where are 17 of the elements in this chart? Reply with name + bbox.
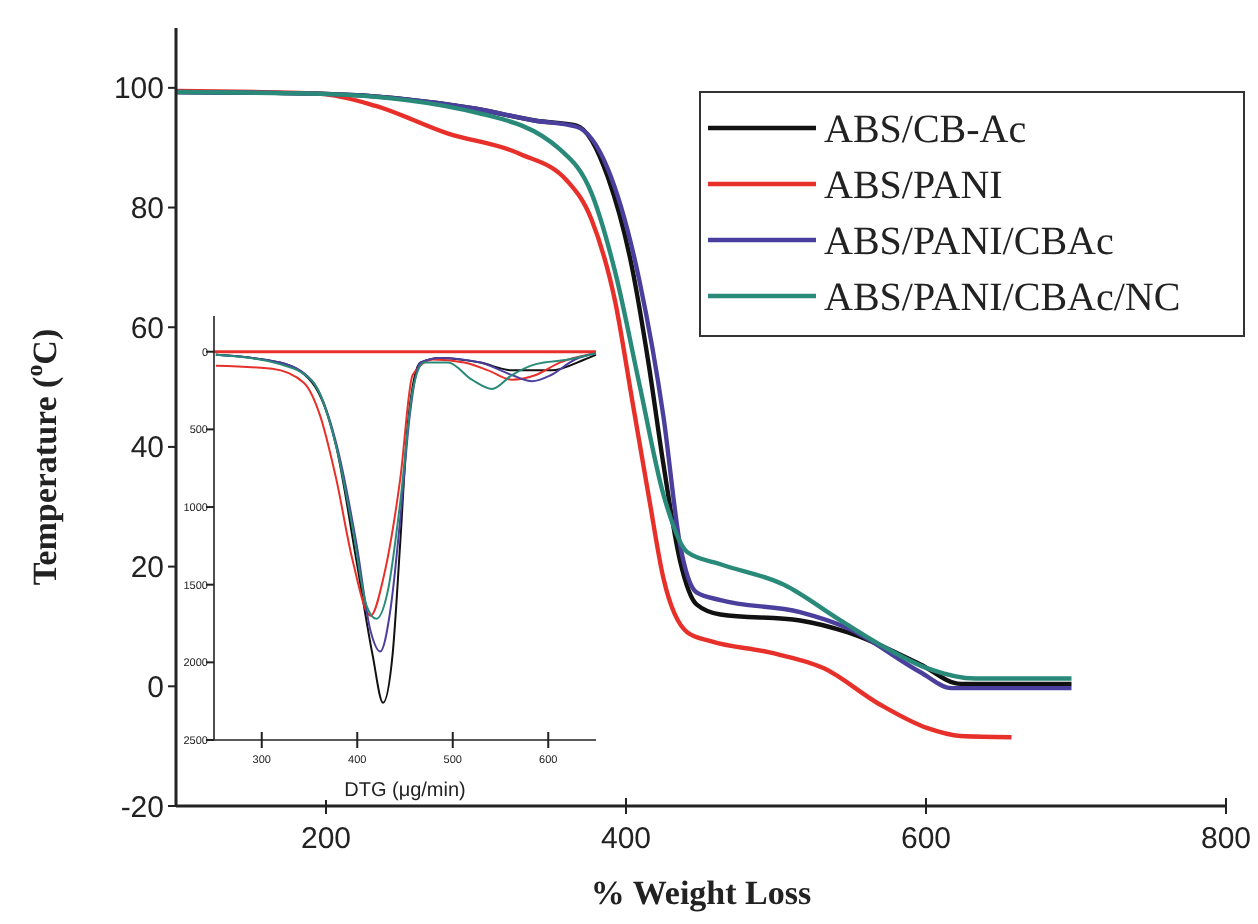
y-tick-label: 60: [130, 311, 164, 346]
y-tick-label: -20: [120, 790, 164, 825]
y-tick-label: 100: [113, 72, 164, 107]
x-tick-label: 400: [600, 822, 652, 856]
y-tick-label: 20: [130, 551, 164, 586]
x-tick-label: 600: [900, 822, 952, 856]
y-tick-label: 0: [147, 670, 164, 705]
legend-label: ABS/PANI: [824, 164, 1003, 208]
x-axis-title: % Weight Loss: [590, 874, 812, 912]
x-tick-label: 800: [1200, 822, 1252, 856]
y-tick-label: 40: [130, 431, 164, 466]
legend-label: ABS/CB-Ac: [824, 108, 1027, 152]
legend-label: ABS/PANI/CBAc: [824, 220, 1114, 264]
y-tick-label: 80: [130, 192, 164, 227]
x-tick-label: 200: [300, 822, 352, 856]
x-axis-title: DTG (μg/min): [344, 780, 466, 802]
legend-label: ABS/PANI/CBAc/NC: [824, 276, 1181, 320]
